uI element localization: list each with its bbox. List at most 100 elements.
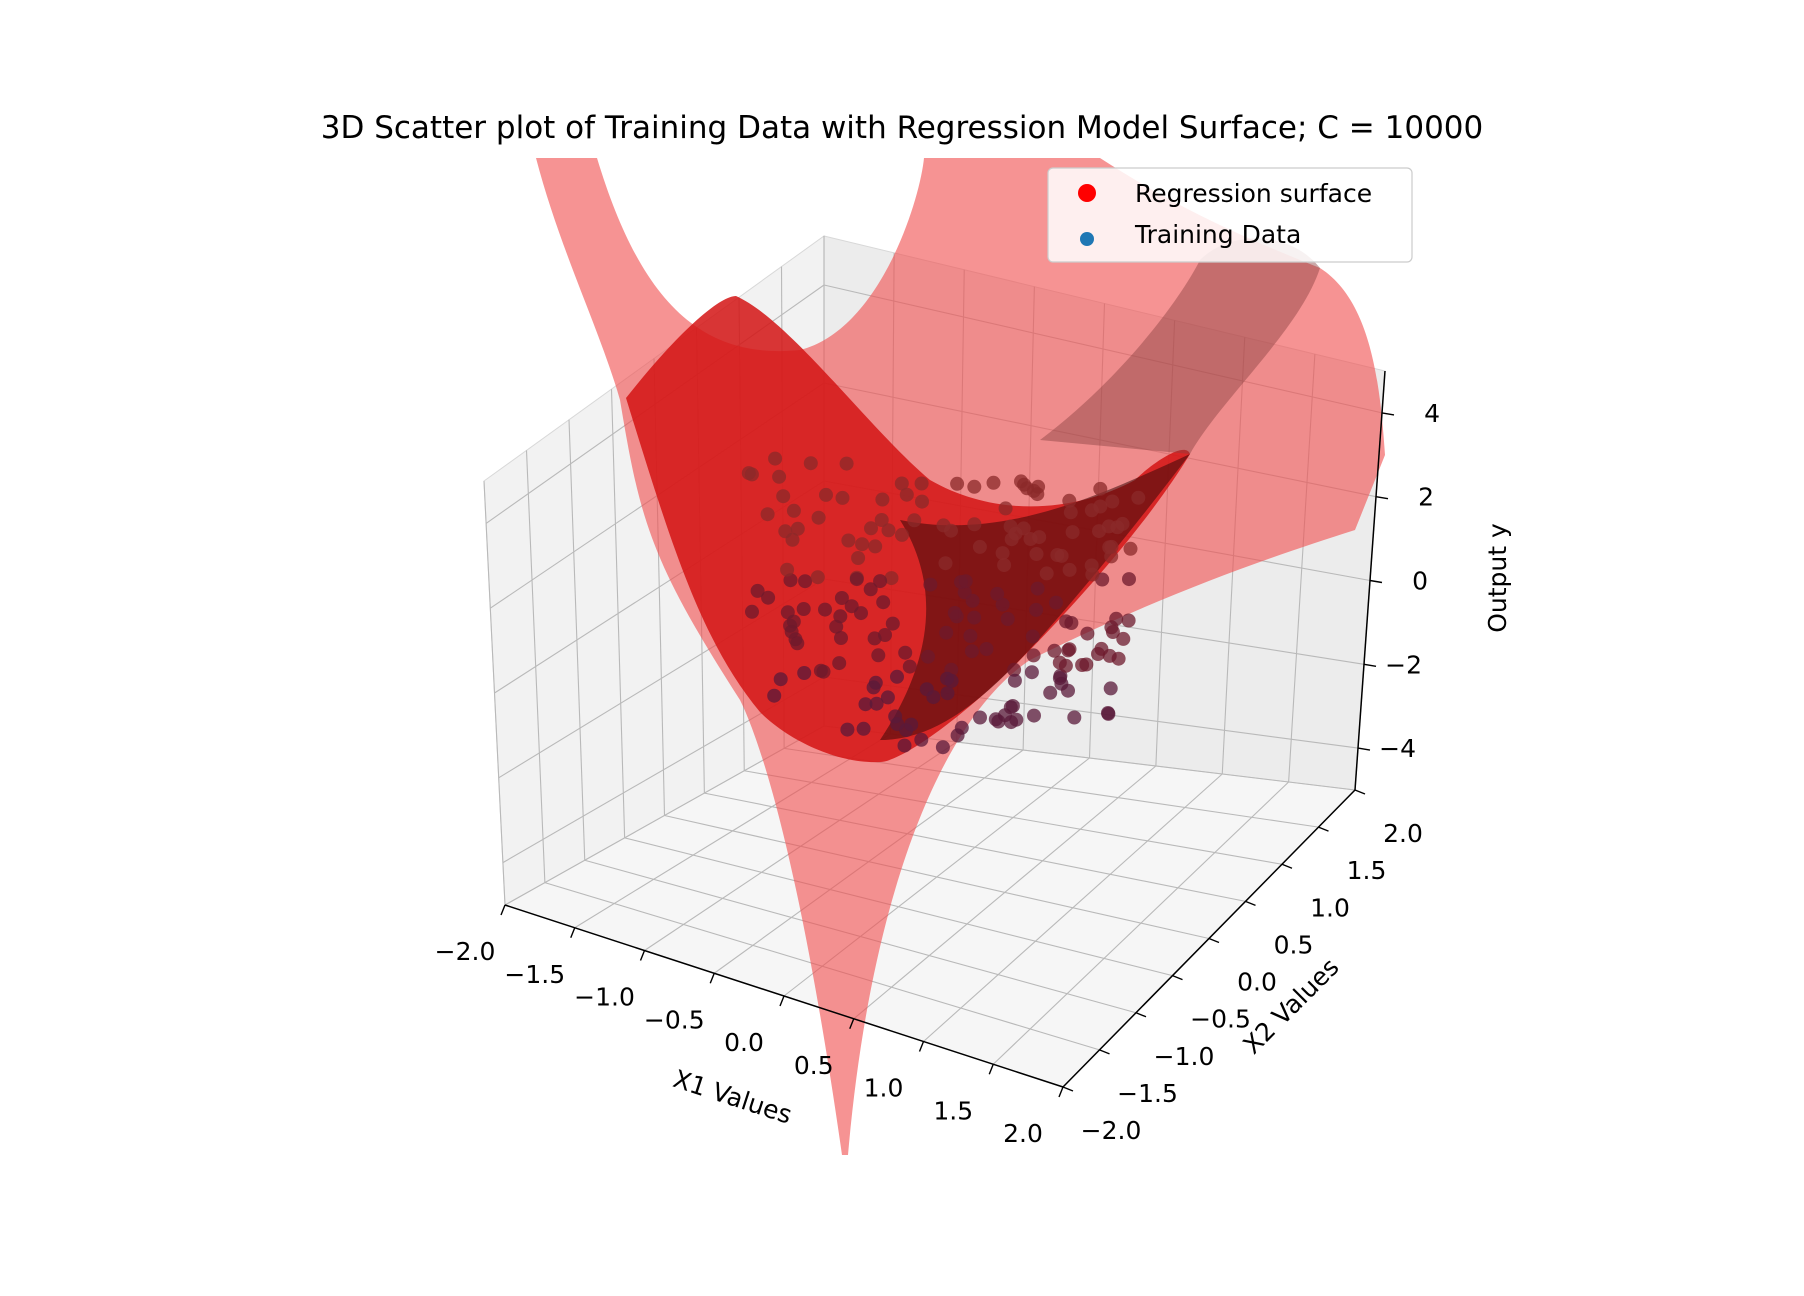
z-axis-ticks: −4 −2 0 2 4 xyxy=(1357,399,1440,763)
training-data-point xyxy=(849,572,864,587)
training-data-point xyxy=(796,602,811,616)
training-data-point xyxy=(907,513,922,528)
training-data-point xyxy=(1008,526,1023,541)
training-data-point xyxy=(841,533,856,548)
training-data-point xyxy=(1043,685,1058,700)
training-data-point xyxy=(926,690,941,705)
y-tick-label: −0.5 xyxy=(1190,1005,1251,1034)
y-tick-label: 0.0 xyxy=(1237,968,1277,997)
training-data-point xyxy=(1105,494,1120,509)
y-axis-ticks: −2.0 −1.5 −1.0 −0.5 0.0 0.5 1.0 1.5 2.0 xyxy=(1062,789,1423,1145)
training-data-point xyxy=(1067,710,1082,725)
training-data-point xyxy=(1103,681,1118,696)
training-data-point xyxy=(816,664,831,679)
training-data-point xyxy=(1104,549,1119,564)
training-data-point xyxy=(1080,626,1095,641)
legend-box xyxy=(1047,167,1413,263)
training-data-point xyxy=(840,722,855,737)
training-data-point xyxy=(964,644,979,659)
training-data-point xyxy=(811,510,826,525)
y-tick-mark xyxy=(1281,863,1293,869)
training-data-point xyxy=(1093,481,1108,496)
training-data-point xyxy=(1052,655,1067,670)
training-data-point xyxy=(895,527,909,542)
training-data-point xyxy=(888,709,903,724)
y-tick-mark xyxy=(1245,900,1256,907)
training-data-point xyxy=(839,456,854,471)
training-data-point xyxy=(1050,548,1065,562)
training-data-point xyxy=(915,494,929,509)
training-data-point xyxy=(1009,712,1024,727)
training-data-point xyxy=(1122,572,1136,587)
training-data-point xyxy=(863,582,878,597)
training-data-point xyxy=(973,710,987,725)
training-data-point xyxy=(783,618,798,633)
surface-far-ridge xyxy=(1040,238,1320,454)
x-axis-title: X1 Values xyxy=(670,1064,796,1129)
training-data-point xyxy=(873,574,888,589)
training-data-point xyxy=(833,609,848,624)
z-tick-mark xyxy=(1369,579,1383,584)
training-data-point xyxy=(1116,631,1131,646)
training-data-point xyxy=(954,720,969,735)
training-data-point xyxy=(783,573,798,588)
training-data-point xyxy=(1007,662,1022,677)
training-data-point xyxy=(898,645,913,660)
training-data-point xyxy=(1064,616,1079,630)
training-data-point xyxy=(868,539,883,554)
z-tick-mark xyxy=(1381,412,1395,416)
y-tick-mark xyxy=(1099,1049,1110,1055)
x-tick-label: 0.0 xyxy=(724,1028,764,1057)
training-data-point xyxy=(1000,612,1015,626)
legend-marker-regression-surface xyxy=(1078,184,1096,202)
y-tick-label: 2.0 xyxy=(1383,819,1423,848)
training-data-point xyxy=(990,586,1005,601)
training-data-point xyxy=(1093,499,1108,514)
training-data-point xyxy=(914,476,929,491)
training-data-point xyxy=(880,690,895,705)
training-data-point xyxy=(967,479,982,494)
y-tick-label: −1.5 xyxy=(1117,1079,1178,1108)
training-data-point xyxy=(914,732,929,747)
training-data-point xyxy=(1110,520,1125,535)
training-data-point xyxy=(1092,524,1106,539)
training-data-point xyxy=(768,451,783,466)
x-tick-mark xyxy=(639,950,646,961)
y-tick-mark xyxy=(1208,937,1220,944)
z-tick-label: 4 xyxy=(1424,399,1440,428)
training-data-point xyxy=(950,476,965,491)
training-data-point xyxy=(921,649,935,664)
training-data-point xyxy=(876,595,891,610)
x-tick-label: 1.0 xyxy=(864,1074,904,1103)
training-data-point xyxy=(803,456,818,471)
training-data-point xyxy=(899,487,914,502)
training-data-point xyxy=(939,625,954,640)
training-data-point xyxy=(1030,581,1045,596)
training-data-point xyxy=(871,648,886,663)
training-data-point xyxy=(884,571,899,586)
training-data-point xyxy=(1102,648,1117,663)
training-data-point xyxy=(1063,505,1078,520)
training-data-point xyxy=(744,467,759,482)
training-data-point xyxy=(1075,658,1090,672)
training-data-point xyxy=(750,583,765,598)
training-data-point xyxy=(767,688,782,703)
y-tick-mark xyxy=(1135,1012,1147,1018)
x-tick-label: −1.0 xyxy=(574,983,635,1012)
x-tick-mark xyxy=(570,927,576,939)
training-data-point xyxy=(790,521,805,536)
training-data-point xyxy=(940,686,955,701)
floor-grid-line xyxy=(992,781,1290,1065)
x-tick-mark xyxy=(918,1041,925,1052)
training-data-point xyxy=(967,517,982,532)
x-tick-mark xyxy=(500,904,506,916)
z-tick-label: −2 xyxy=(1385,650,1422,679)
training-data-point xyxy=(897,738,912,753)
training-data-point xyxy=(995,546,1010,561)
y-tick-label: −2.0 xyxy=(1081,1116,1142,1145)
training-data-point xyxy=(944,673,959,688)
training-data-point xyxy=(776,489,791,504)
training-data-point xyxy=(1061,683,1075,698)
x-tick-label: −0.5 xyxy=(644,1005,705,1034)
